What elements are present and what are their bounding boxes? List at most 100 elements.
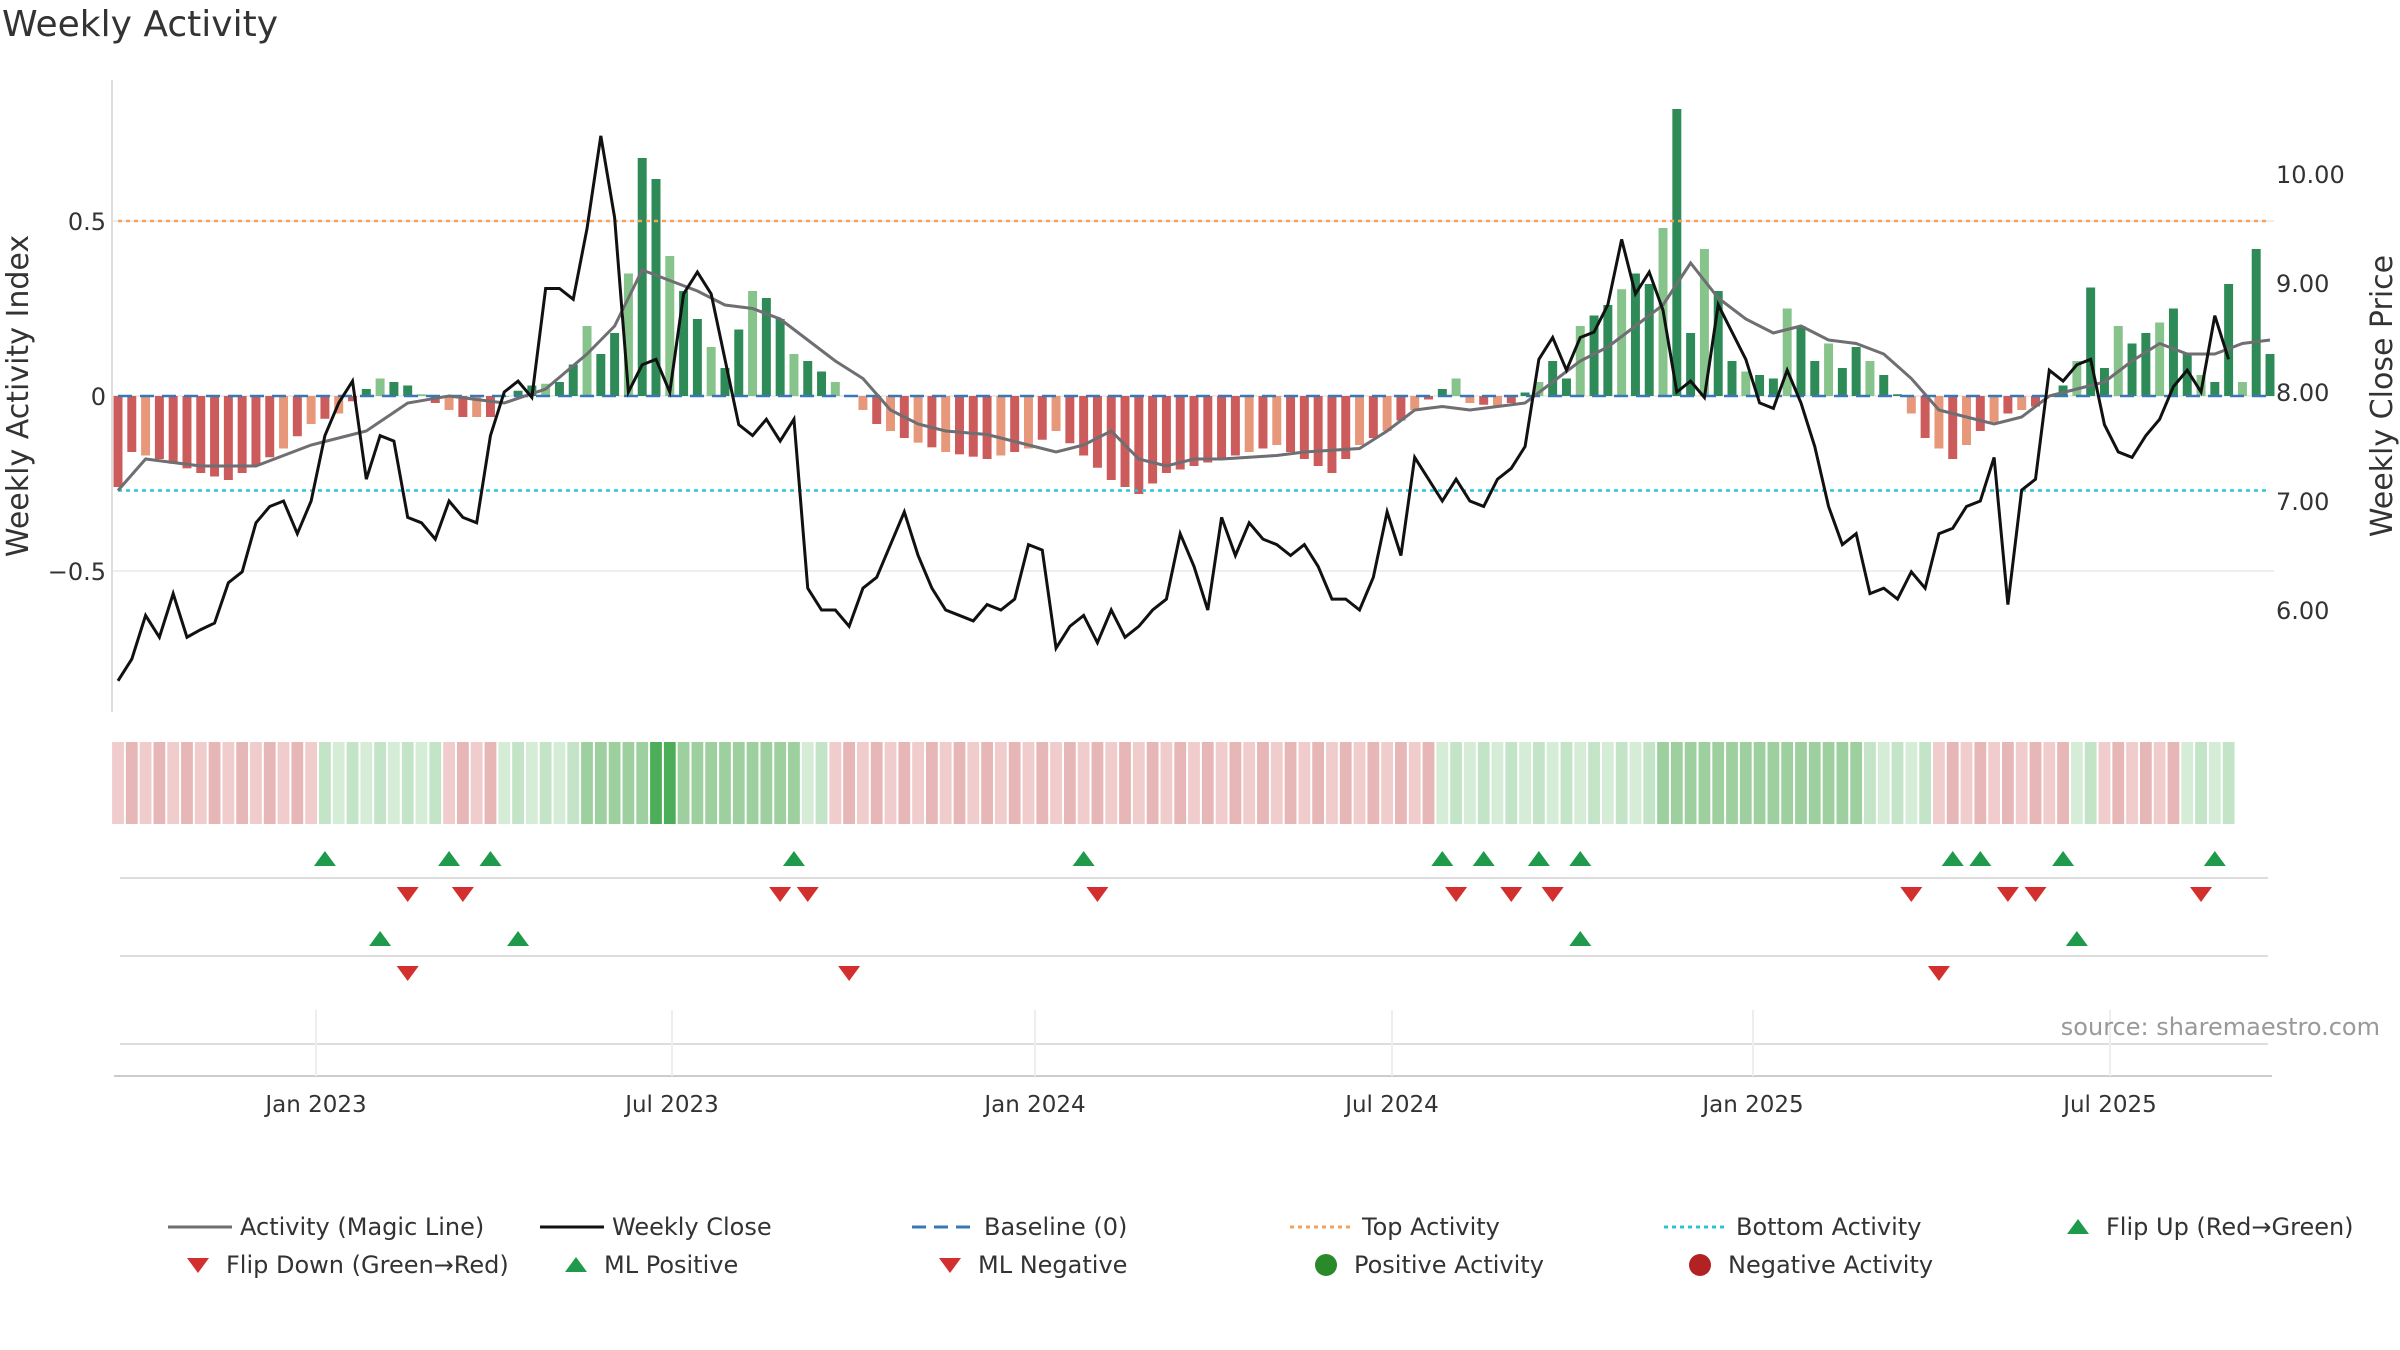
- activity-band-cell: [912, 742, 924, 824]
- activity-band-cell: [2181, 742, 2194, 824]
- activity-band-cell: [829, 742, 842, 824]
- activity-band-cell: [1353, 742, 1366, 824]
- legend-item: Weekly Close: [540, 1212, 772, 1242]
- activity-bar: [223, 396, 233, 480]
- activity-band-cell: [1381, 742, 1394, 824]
- activity-bar: [775, 319, 785, 396]
- activity-band-cell: [1174, 742, 1187, 824]
- legend-item: Baseline (0): [912, 1212, 1127, 1242]
- activity-bar: [251, 396, 261, 466]
- legend-item: Top Activity: [1290, 1212, 1500, 1242]
- activity-bar: [127, 396, 137, 452]
- activity-band-cell: [1284, 742, 1297, 824]
- activity-band-cell: [1215, 742, 1228, 824]
- activity-band-cell: [594, 742, 607, 824]
- activity-band-cell: [1574, 742, 1587, 824]
- activity-band-cell: [1781, 742, 1794, 824]
- y-tick-left-label: 0.5: [68, 208, 106, 236]
- activity-bar: [554, 382, 564, 396]
- activity-band-cell: [843, 742, 856, 824]
- activity-bar: [1065, 396, 1075, 444]
- activity-band-cell: [1601, 742, 1614, 824]
- flip-up-marker: [1569, 851, 1592, 866]
- activity-bar: [734, 329, 744, 396]
- activity-band-cell: [1436, 742, 1449, 824]
- legend-label: Activity (Magic Line): [240, 1213, 485, 1241]
- activity-band-cell: [1753, 742, 1766, 824]
- activity-band-cell: [1339, 742, 1352, 824]
- activity-band-cell: [1312, 742, 1325, 824]
- activity-bar: [2224, 284, 2234, 396]
- activity-band-cell: [1919, 742, 1932, 824]
- activity-bar: [1465, 396, 1475, 403]
- activity-band-cell: [1684, 742, 1697, 824]
- activity-band-cell: [305, 742, 318, 824]
- activity-bar: [955, 396, 964, 455]
- magic-line: [116, 260, 2271, 492]
- activity-band-cell: [1629, 742, 1642, 824]
- activity-bar: [1879, 375, 1889, 396]
- weekly-close-line: [116, 135, 2231, 682]
- activity-bar: [1313, 396, 1323, 466]
- activity-band-cell: [1146, 742, 1159, 824]
- activity-bar: [154, 396, 164, 459]
- activity-band-cell: [2195, 742, 2207, 824]
- activity-bar: [210, 396, 220, 477]
- activity-band-cell: [153, 742, 166, 824]
- legend-item: ML Positive: [556, 1250, 738, 1280]
- flip-up-marker: [2203, 851, 2226, 866]
- flip-up-marker: [2052, 851, 2075, 866]
- activity-band-cell: [456, 742, 469, 824]
- legend-swatch: [168, 1225, 232, 1229]
- activity-bar: [886, 396, 895, 431]
- activity-bar: [1644, 284, 1654, 396]
- activity-band-cell: [870, 742, 883, 824]
- activity-bar: [623, 273, 633, 396]
- activity-band-cell: [857, 742, 869, 824]
- activity-band-cell: [650, 742, 662, 824]
- activity-band-cell: [374, 742, 386, 824]
- activity-bar: [1837, 368, 1847, 396]
- activity-bar: [1824, 343, 1834, 396]
- activity-band-cell: [581, 742, 593, 824]
- activity-band-cell: [691, 742, 704, 824]
- activity-band-cell: [1367, 742, 1380, 824]
- flip-up-marker: [1527, 851, 1550, 866]
- activity-bar: [1341, 396, 1351, 459]
- activity-bar: [1106, 396, 1116, 480]
- activity-band-cell: [994, 742, 1007, 824]
- y-tick-right-label: 9.00: [2276, 270, 2329, 298]
- activity-band-cell: [801, 742, 814, 824]
- flip-down-marker: [769, 887, 792, 902]
- activity-band-cell: [1298, 742, 1311, 824]
- activity-bar: [1589, 315, 1599, 396]
- y-axis-left-label: Weekly Activity Index: [1, 235, 36, 557]
- activity-band-cell: [1188, 742, 1200, 824]
- flip-up-marker: [369, 931, 392, 946]
- activity-bar: [1893, 394, 1903, 396]
- activity-bar: [444, 396, 454, 410]
- legend: Activity (Magic Line) Weekly Close Baselin…: [0, 1200, 2400, 1320]
- activity-bar: [927, 396, 937, 448]
- activity-band-cell: [774, 742, 787, 824]
- activity-band-cell: [1588, 742, 1600, 824]
- activity-bar: [2168, 308, 2178, 396]
- activity-bar: [141, 396, 151, 456]
- activity-band-cell: [1850, 742, 1863, 824]
- activity-bar: [692, 319, 702, 396]
- activity-band-cell: [1257, 742, 1269, 824]
- activity-bar: [830, 382, 840, 396]
- activity-band-cell: [2029, 742, 2042, 824]
- flip-down-marker: [396, 887, 419, 902]
- legend-label: Negative Activity: [1728, 1251, 1934, 1279]
- activity-band-cell: [346, 742, 359, 824]
- flip-down-marker: [796, 887, 819, 902]
- activity-band-cell: [926, 742, 938, 824]
- activity-band-cell: [953, 742, 966, 824]
- activity-bar: [1548, 361, 1558, 396]
- activity-band-cell: [1063, 742, 1076, 824]
- legend-label: Bottom Activity: [1736, 1213, 1922, 1241]
- activity-band-cell: [981, 742, 993, 824]
- legend-item: ML Negative: [930, 1250, 1127, 1280]
- activity-bar: [1630, 273, 1640, 396]
